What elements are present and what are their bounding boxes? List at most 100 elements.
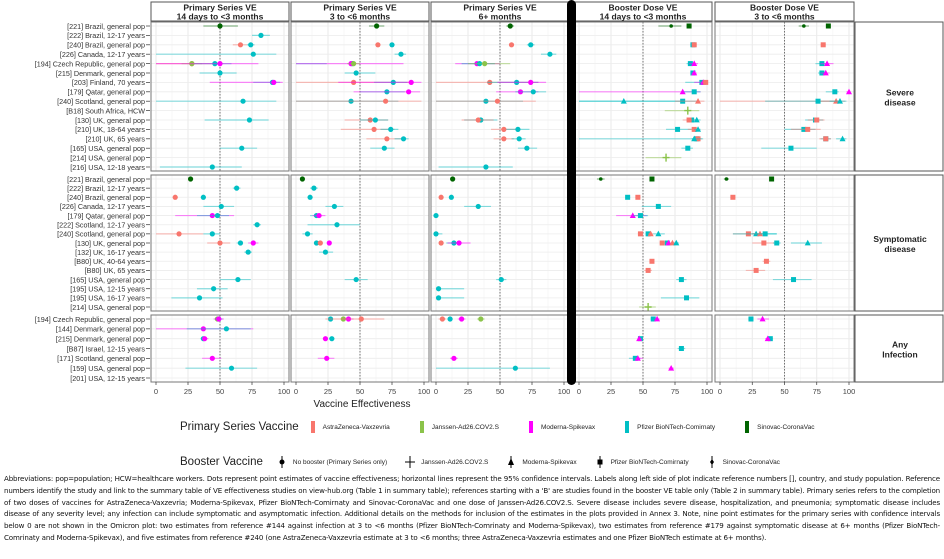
row-strip-title: Any bbox=[892, 340, 908, 350]
point-estimate bbox=[340, 316, 346, 322]
point-estimate bbox=[371, 126, 377, 132]
point-estimate bbox=[487, 79, 493, 85]
study-label: [179] Qatar, general pop bbox=[67, 211, 145, 220]
point-estimate bbox=[234, 185, 240, 191]
study-label: [130] UK, general pop bbox=[75, 116, 145, 125]
study-label: [B87] Israel, 12-15 years bbox=[67, 344, 146, 353]
study-label: [214] USA, general pop bbox=[70, 153, 145, 162]
point-estimate bbox=[228, 365, 235, 371]
point-estimate bbox=[507, 23, 513, 29]
point-estimate-pfizer-booster bbox=[649, 176, 655, 182]
point-estimate bbox=[217, 240, 223, 246]
point-estimate-pfizer-booster bbox=[680, 98, 686, 104]
legend-label: No booster (Primary Series only) bbox=[292, 458, 388, 466]
point-estimate bbox=[250, 240, 256, 246]
legend-label: Janssen-Ad26.COV2.S bbox=[431, 423, 499, 431]
point-estimate bbox=[316, 212, 322, 219]
point-estimate-pfizer-booster bbox=[791, 277, 797, 283]
point-estimate-moderna-booster bbox=[654, 315, 661, 322]
row-strip-title: Severe bbox=[886, 88, 914, 98]
point-estimate bbox=[353, 276, 359, 283]
point-estimate-pfizer-booster bbox=[819, 61, 825, 67]
column-header-subtitle: 14 days to <3 months bbox=[600, 12, 687, 22]
x-tick-label: 50 bbox=[639, 387, 647, 396]
point-estimate bbox=[202, 336, 208, 342]
point-estimate bbox=[329, 336, 335, 342]
panel bbox=[714, 314, 855, 383]
point-estimate bbox=[214, 212, 221, 219]
point-estimate bbox=[451, 355, 457, 361]
study-label: [195] USA, 16-17 years bbox=[70, 294, 145, 303]
study-label: [214] USA, general pop bbox=[70, 303, 145, 312]
x-tick-label: 75 bbox=[388, 387, 396, 396]
point-estimate bbox=[240, 98, 246, 104]
study-label: [194] Czech Republic, general pop bbox=[35, 59, 145, 68]
point-estimate-moderna-booster bbox=[634, 355, 641, 361]
primary-vaccine-legend: Primary Series Vaccine AstraZeneca-Vaxze… bbox=[180, 421, 845, 433]
point-estimate bbox=[450, 176, 456, 182]
point-estimate-moderna-booster bbox=[620, 98, 627, 104]
point-estimate-pfizer-booster bbox=[659, 240, 665, 246]
point-estimate bbox=[501, 126, 507, 132]
point-estimate bbox=[239, 145, 245, 151]
point-estimate bbox=[313, 240, 320, 246]
legend-label: Janssen-Ad26.COV2.S bbox=[421, 458, 489, 466]
x-tick-label: 25 bbox=[464, 387, 472, 396]
panel bbox=[430, 21, 570, 172]
panel bbox=[573, 174, 713, 312]
point-estimate bbox=[433, 231, 439, 237]
point-estimate-no-booster bbox=[598, 177, 603, 181]
panel bbox=[714, 21, 855, 172]
study-label: [201] USA, 12-15 years bbox=[70, 374, 145, 383]
study-label: [130] UK, general pop bbox=[75, 239, 145, 248]
point-estimate-pfizer-booster bbox=[637, 231, 643, 237]
point-estimate-no-booster bbox=[724, 177, 729, 181]
point-estimate bbox=[451, 240, 457, 246]
x-axis-label: Vaccine Effectiveness bbox=[314, 399, 411, 410]
legend-square-icon bbox=[597, 456, 603, 468]
column-header-title: Primary Series VE bbox=[463, 3, 537, 13]
point-estimate-pfizer-booster bbox=[801, 126, 807, 132]
x-tick-label: 100 bbox=[701, 387, 714, 396]
panel bbox=[150, 21, 290, 172]
legend-label: Moderna-Spikevax bbox=[540, 423, 596, 431]
column-header: Primary Series VE6+ months bbox=[430, 1, 570, 22]
study-label: [194] Czech Republic, general pop bbox=[35, 315, 145, 324]
legend-dot-icon bbox=[279, 456, 285, 468]
x-tick-label: 0 bbox=[434, 387, 438, 396]
point-estimate bbox=[459, 316, 465, 322]
primary-legend-item: Janssen-Ad26.COV2.S bbox=[419, 421, 499, 433]
point-estimate bbox=[196, 295, 203, 301]
point-estimate bbox=[381, 145, 387, 151]
point-estimate-pfizer-booster bbox=[689, 117, 695, 123]
point-estimate-pfizer-booster bbox=[748, 316, 754, 322]
point-estimate bbox=[517, 89, 524, 95]
point-estimate bbox=[528, 79, 534, 85]
booster-legend-item: Sinovac-CoronaVac bbox=[705, 455, 780, 469]
point-estimate bbox=[237, 42, 244, 48]
point-estimate bbox=[217, 70, 223, 76]
x-tick-label: 25 bbox=[184, 387, 192, 396]
point-estimate-pfizer-booster bbox=[637, 213, 643, 219]
x-tick-label: 25 bbox=[748, 387, 756, 396]
booster-legend-item: Moderna-Spikevax bbox=[504, 455, 577, 469]
point-estimate bbox=[209, 164, 215, 170]
study-label: [240] Brazil, general pop bbox=[67, 41, 145, 50]
point-estimate-moderna-booster bbox=[691, 135, 698, 142]
point-estimate bbox=[271, 79, 277, 85]
study-label: [179] Qatar, general pop bbox=[67, 88, 145, 97]
study-label: [226] Canada, 12-17 years bbox=[60, 202, 146, 211]
panel bbox=[150, 314, 290, 383]
legend-label: Sinovac-CoronaVac bbox=[722, 458, 780, 466]
panel bbox=[430, 314, 570, 383]
point-estimate bbox=[508, 42, 515, 48]
point-estimate bbox=[307, 194, 313, 200]
study-label: [B80] UK, 40-64 years bbox=[74, 257, 145, 266]
point-estimate bbox=[375, 42, 381, 48]
point-estimate bbox=[447, 316, 453, 322]
legend-color-swatch bbox=[625, 421, 630, 433]
point-estimate bbox=[216, 316, 222, 322]
legend-triangle-icon bbox=[508, 456, 515, 468]
point-estimate bbox=[483, 98, 489, 104]
